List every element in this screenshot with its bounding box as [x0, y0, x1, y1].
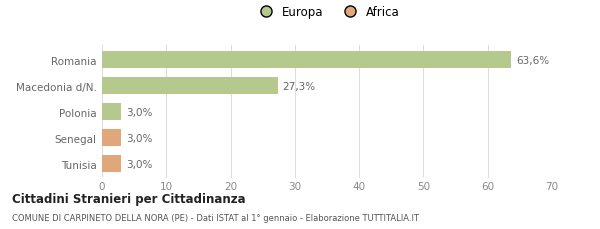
Text: 3,0%: 3,0%	[127, 107, 153, 117]
Bar	[102, 156, 121, 173]
Bar	[102, 130, 121, 147]
Bar	[102, 78, 277, 95]
Text: 27,3%: 27,3%	[283, 81, 316, 91]
Text: 3,0%: 3,0%	[127, 159, 153, 169]
Text: COMUNE DI CARPINETO DELLA NORA (PE) - Dati ISTAT al 1° gennaio - Elaborazione TU: COMUNE DI CARPINETO DELLA NORA (PE) - Da…	[12, 213, 419, 222]
Text: 3,0%: 3,0%	[127, 133, 153, 143]
Legend: Europa, Africa: Europa, Africa	[249, 1, 405, 24]
Bar	[102, 52, 511, 69]
Bar	[102, 104, 121, 121]
Text: 63,6%: 63,6%	[516, 55, 549, 65]
Text: Cittadini Stranieri per Cittadinanza: Cittadini Stranieri per Cittadinanza	[12, 192, 245, 205]
